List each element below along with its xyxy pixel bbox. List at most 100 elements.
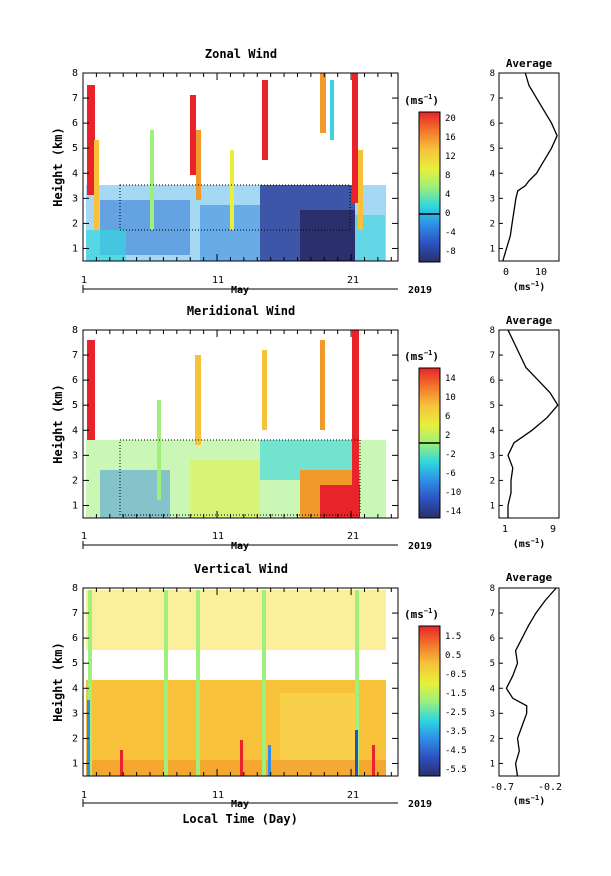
x-tick-label: 1 — [81, 531, 87, 542]
colorbar-label: 0.5 — [445, 651, 461, 661]
avg-y-tick-label: 4 — [490, 684, 495, 694]
avg-title: Average — [506, 57, 553, 70]
month-label: May — [231, 541, 249, 552]
plot-frame — [82, 587, 399, 777]
y-tick-label: 5 — [72, 658, 78, 669]
y-tick-label: 4 — [72, 683, 78, 694]
colorbar-label: 16 — [445, 133, 456, 143]
y-tick-label: 7 — [72, 608, 78, 619]
y-tick-label: 1 — [72, 758, 78, 769]
colorbar-label: -3.5 — [445, 727, 467, 737]
avg-y-tick-label: 8 — [490, 326, 495, 336]
average-panel: Average 1 2 3 4 5 6 7 8 0 10 (ms−1) — [490, 57, 560, 293]
y-tick-label: 2 — [72, 475, 78, 486]
avg-y-tick-label: 4 — [490, 426, 495, 436]
heatmap-vertical — [83, 588, 398, 776]
x-axis: 1 11 21 May 2019 — [81, 531, 432, 552]
y-tick-label: 2 — [72, 733, 78, 744]
colorbar-label: 14 — [445, 374, 456, 384]
avg-y-tick-label: 1 — [490, 759, 495, 769]
colorbar-label: -6 — [445, 469, 456, 479]
avg-x-tick: 10 — [535, 267, 547, 278]
avg-title: Average — [506, 314, 553, 327]
y-tick-label: 8 — [72, 68, 78, 79]
y-tick-label: 4 — [72, 168, 78, 179]
colorbar-label: -4 — [445, 228, 456, 238]
y-tick-label: 4 — [72, 425, 78, 436]
avg-y-tick-label: 3 — [490, 194, 495, 204]
avg-x-label: (ms−1) — [513, 794, 546, 807]
colorbar-label: 20 — [445, 114, 456, 124]
avg-y-tick-label: 7 — [490, 351, 495, 361]
avg-y-tick-label: 5 — [490, 401, 495, 411]
avg-x-label: (ms−1) — [513, 280, 546, 293]
colorbar-unit: (ms−1) — [404, 607, 439, 621]
avg-y-tick-label: 4 — [490, 169, 495, 179]
colorbar-label: 2 — [445, 431, 450, 441]
x-tick-label: 1 — [81, 790, 87, 801]
y-tick-label: 6 — [72, 375, 78, 386]
panel-meridional: Meridional Wind 1 2 3 4 5 6 7 8 Height (km) 1 1… — [51, 304, 560, 552]
avg-y-tick-label: 6 — [490, 634, 495, 644]
panel-title: Vertical Wind — [194, 562, 288, 576]
heatmap-zonal — [83, 73, 398, 261]
y-tick-label: 8 — [72, 325, 78, 336]
y-tick-label: 8 — [72, 583, 78, 594]
colorbar-label: 8 — [445, 171, 450, 181]
avg-y-tick-label: 5 — [490, 144, 495, 154]
avg-y-tick-label: 6 — [490, 376, 495, 386]
y-axis-label: Height (km) — [51, 642, 65, 721]
avg-profile — [502, 72, 558, 262]
colorbar-label: 4 — [445, 190, 450, 200]
avg-x-tick: 1 — [502, 524, 508, 535]
avg-x-tick: -0.7 — [490, 782, 514, 793]
colorbar-label: 12 — [445, 152, 456, 162]
y-tick-label: 5 — [72, 400, 78, 411]
panel-title: Zonal Wind — [205, 47, 277, 61]
y-tick-label: 1 — [72, 243, 78, 254]
y-tick-label: 3 — [72, 450, 78, 461]
colorbar-label: -5.5 — [445, 765, 467, 775]
colorbar-label: 6 — [445, 412, 450, 422]
colorbar-label: -8 — [445, 247, 456, 257]
month-label: May — [231, 799, 249, 810]
y-tick-label: 6 — [72, 118, 78, 129]
colorbar-label: -0.5 — [445, 670, 467, 680]
average-panel: Average 1 2 3 4 5 6 7 8 1 9 (ms−1) — [490, 314, 560, 550]
avg-x-tick: 9 — [550, 524, 556, 535]
colorbar: (ms−1) 1.5 0.5 -0.5 -1.5 -2.5 -3.5 -4.5 -5.5 — [404, 607, 467, 777]
colorbar-label: -1.5 — [445, 689, 467, 699]
avg-y-tick-label: 6 — [490, 119, 495, 129]
avg-y-tick-label: 7 — [490, 94, 495, 104]
avg-y-tick-label: 1 — [490, 501, 495, 511]
x-axis-title: Local Time (Day) — [182, 812, 298, 826]
x-tick-label: 11 — [212, 790, 224, 801]
avg-y-tick-label: 1 — [490, 244, 495, 254]
avg-y-tick-label: 7 — [490, 609, 495, 619]
avg-y-tick-label: 2 — [490, 476, 495, 486]
x-tick-label: 11 — [212, 531, 224, 542]
y-axis-label: Height (km) — [51, 384, 65, 463]
plot-frame — [82, 72, 399, 262]
colorbar-label: -14 — [445, 507, 461, 517]
colorbar-label: -2 — [445, 450, 456, 460]
x-tick-label: 21 — [347, 275, 359, 286]
x-tick-label: 11 — [212, 275, 224, 286]
x-tick-label: 1 — [81, 275, 87, 286]
avg-x-label: (ms−1) — [513, 537, 546, 550]
y-tick-label: 5 — [72, 143, 78, 154]
y-axis-label: Height (km) — [51, 127, 65, 206]
colorbar-label: 10 — [445, 393, 456, 403]
avg-y-tick-label: 3 — [490, 709, 495, 719]
year-label: 2019 — [408, 541, 432, 552]
y-tick-label: 3 — [72, 193, 78, 204]
y-tick-label: 2 — [72, 218, 78, 229]
avg-x-tick: 0 — [503, 267, 509, 278]
colorbar: (ms−1) 14 10 6 2 -2 -6 -10 -14 — [404, 349, 461, 519]
colorbar-label: -4.5 — [445, 746, 467, 756]
y-tick-label: 1 — [72, 500, 78, 511]
colorbar-label: 1.5 — [445, 632, 461, 642]
year-label: 2019 — [408, 285, 432, 296]
